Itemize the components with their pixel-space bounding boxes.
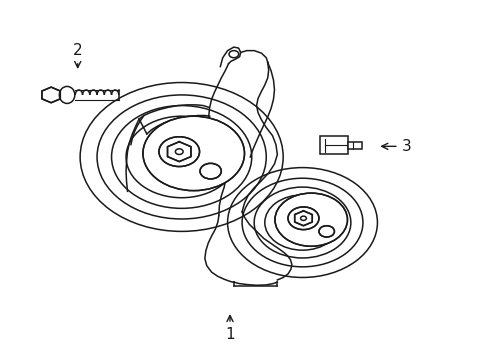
Polygon shape bbox=[294, 211, 312, 226]
Text: 1: 1 bbox=[224, 315, 234, 342]
Circle shape bbox=[142, 116, 244, 191]
Bar bbox=[320, 136, 348, 154]
Ellipse shape bbox=[59, 86, 75, 103]
Polygon shape bbox=[167, 142, 191, 162]
Circle shape bbox=[318, 226, 334, 237]
Circle shape bbox=[175, 149, 183, 154]
Circle shape bbox=[200, 163, 221, 179]
Polygon shape bbox=[42, 87, 60, 103]
Text: 3: 3 bbox=[381, 139, 410, 154]
Bar bbox=[348, 142, 361, 149]
Text: 2: 2 bbox=[73, 43, 82, 68]
Circle shape bbox=[228, 51, 238, 58]
Circle shape bbox=[274, 193, 347, 246]
Circle shape bbox=[287, 207, 318, 230]
Circle shape bbox=[159, 137, 199, 167]
Circle shape bbox=[300, 216, 306, 220]
